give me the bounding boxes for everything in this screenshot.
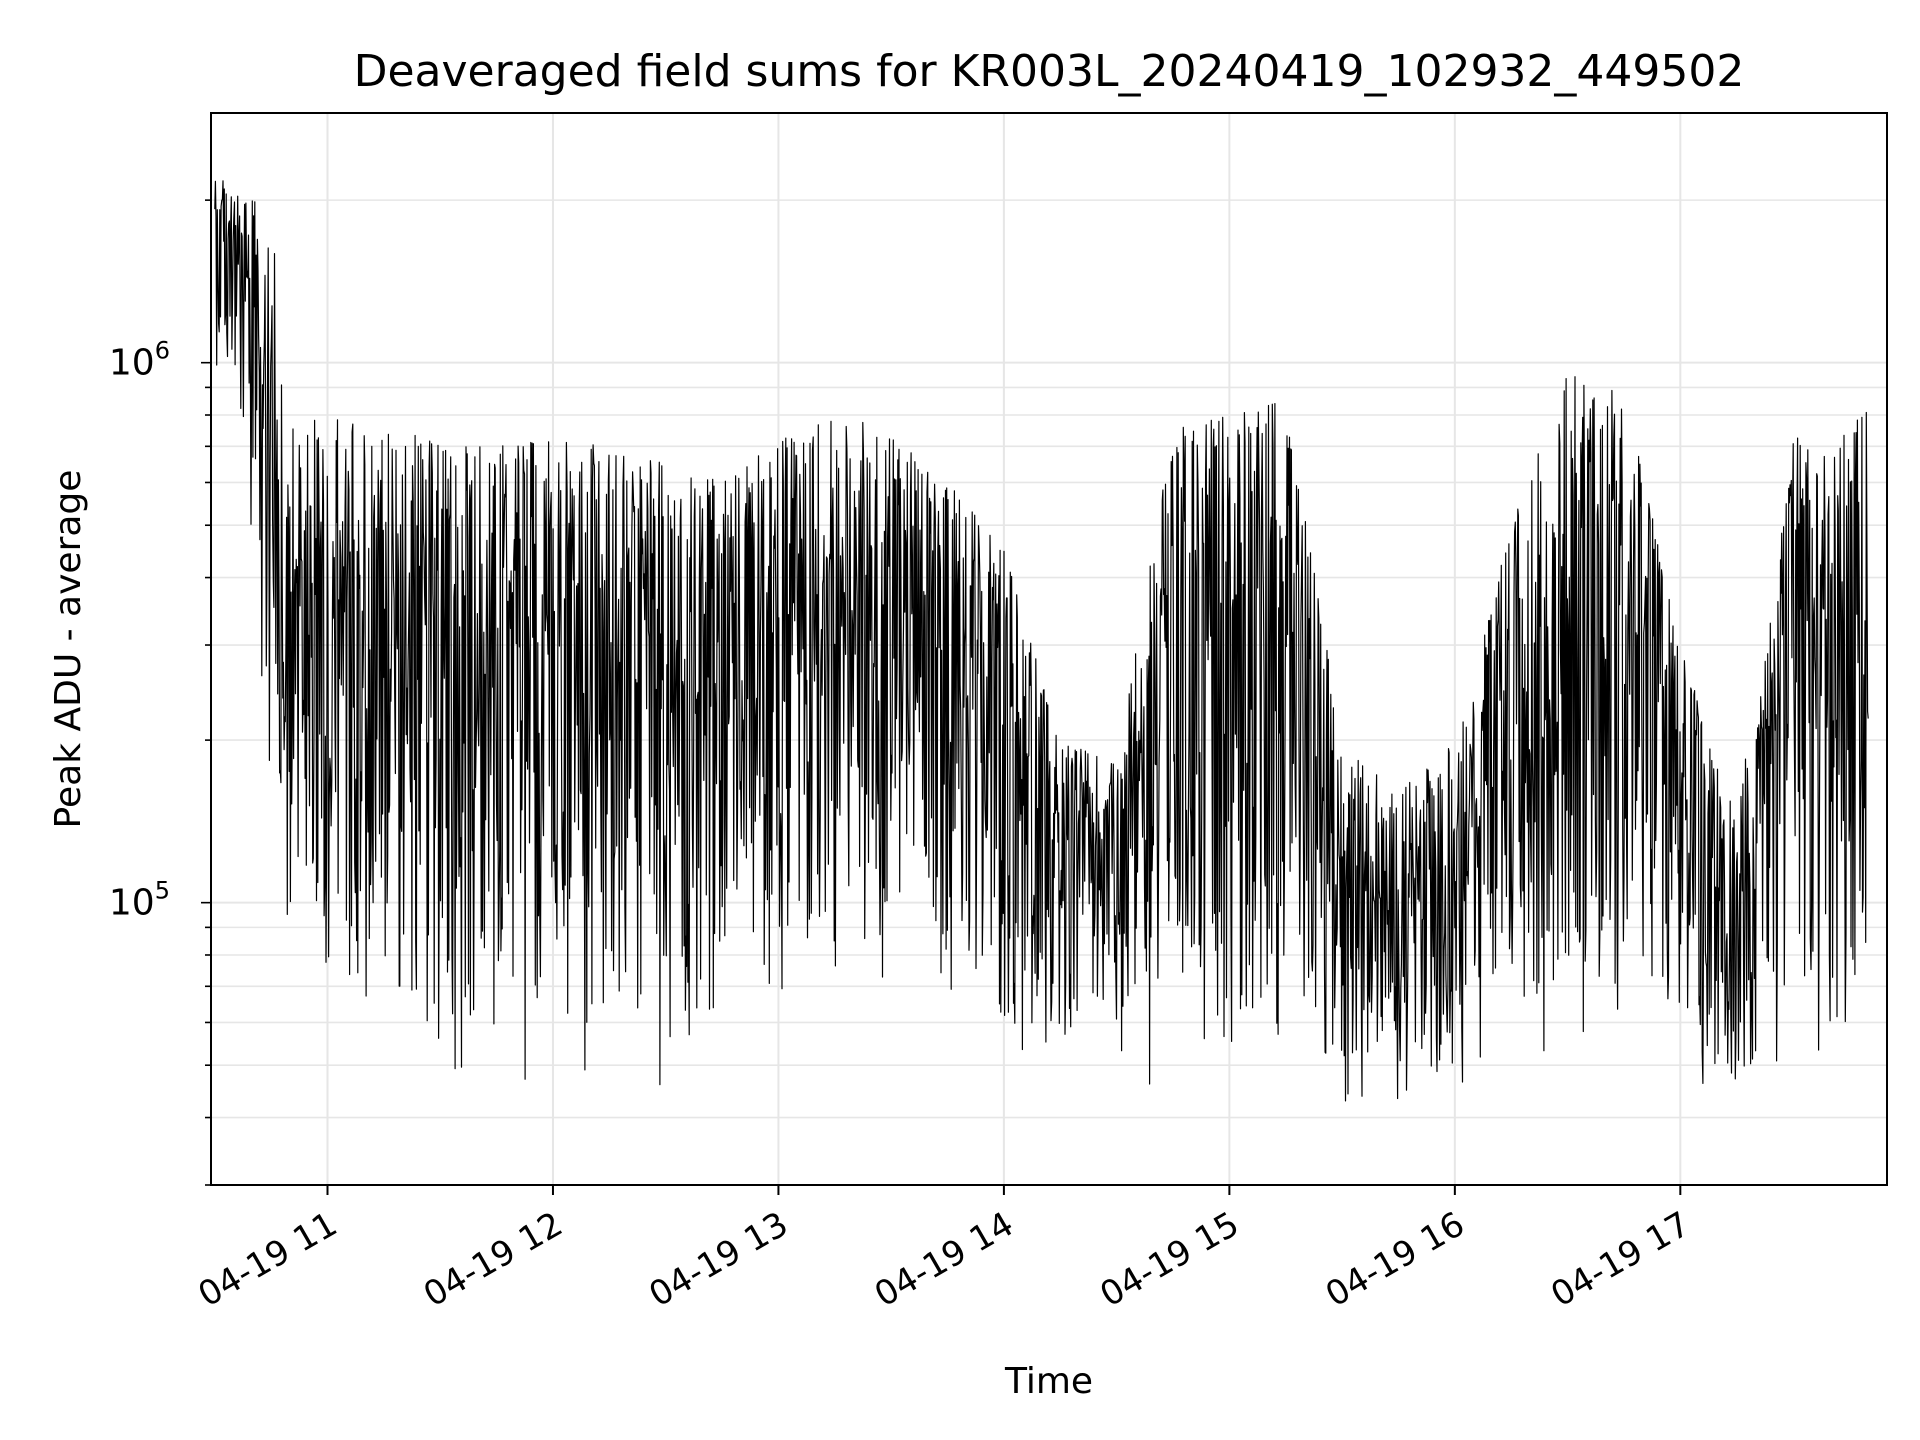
series-line (214, 180, 1869, 1102)
x-axis-label: Time (1004, 1361, 1093, 1402)
plot-frame (210, 112, 1888, 1186)
y-tick-label: 105 (109, 877, 170, 924)
chart-title: Deaveraged field sums for KR003L_2024041… (354, 46, 1745, 97)
data-line (214, 180, 1869, 1102)
y-axis-label: Peak ADU - average (48, 470, 89, 829)
y-tick-label: 106 (109, 337, 170, 384)
